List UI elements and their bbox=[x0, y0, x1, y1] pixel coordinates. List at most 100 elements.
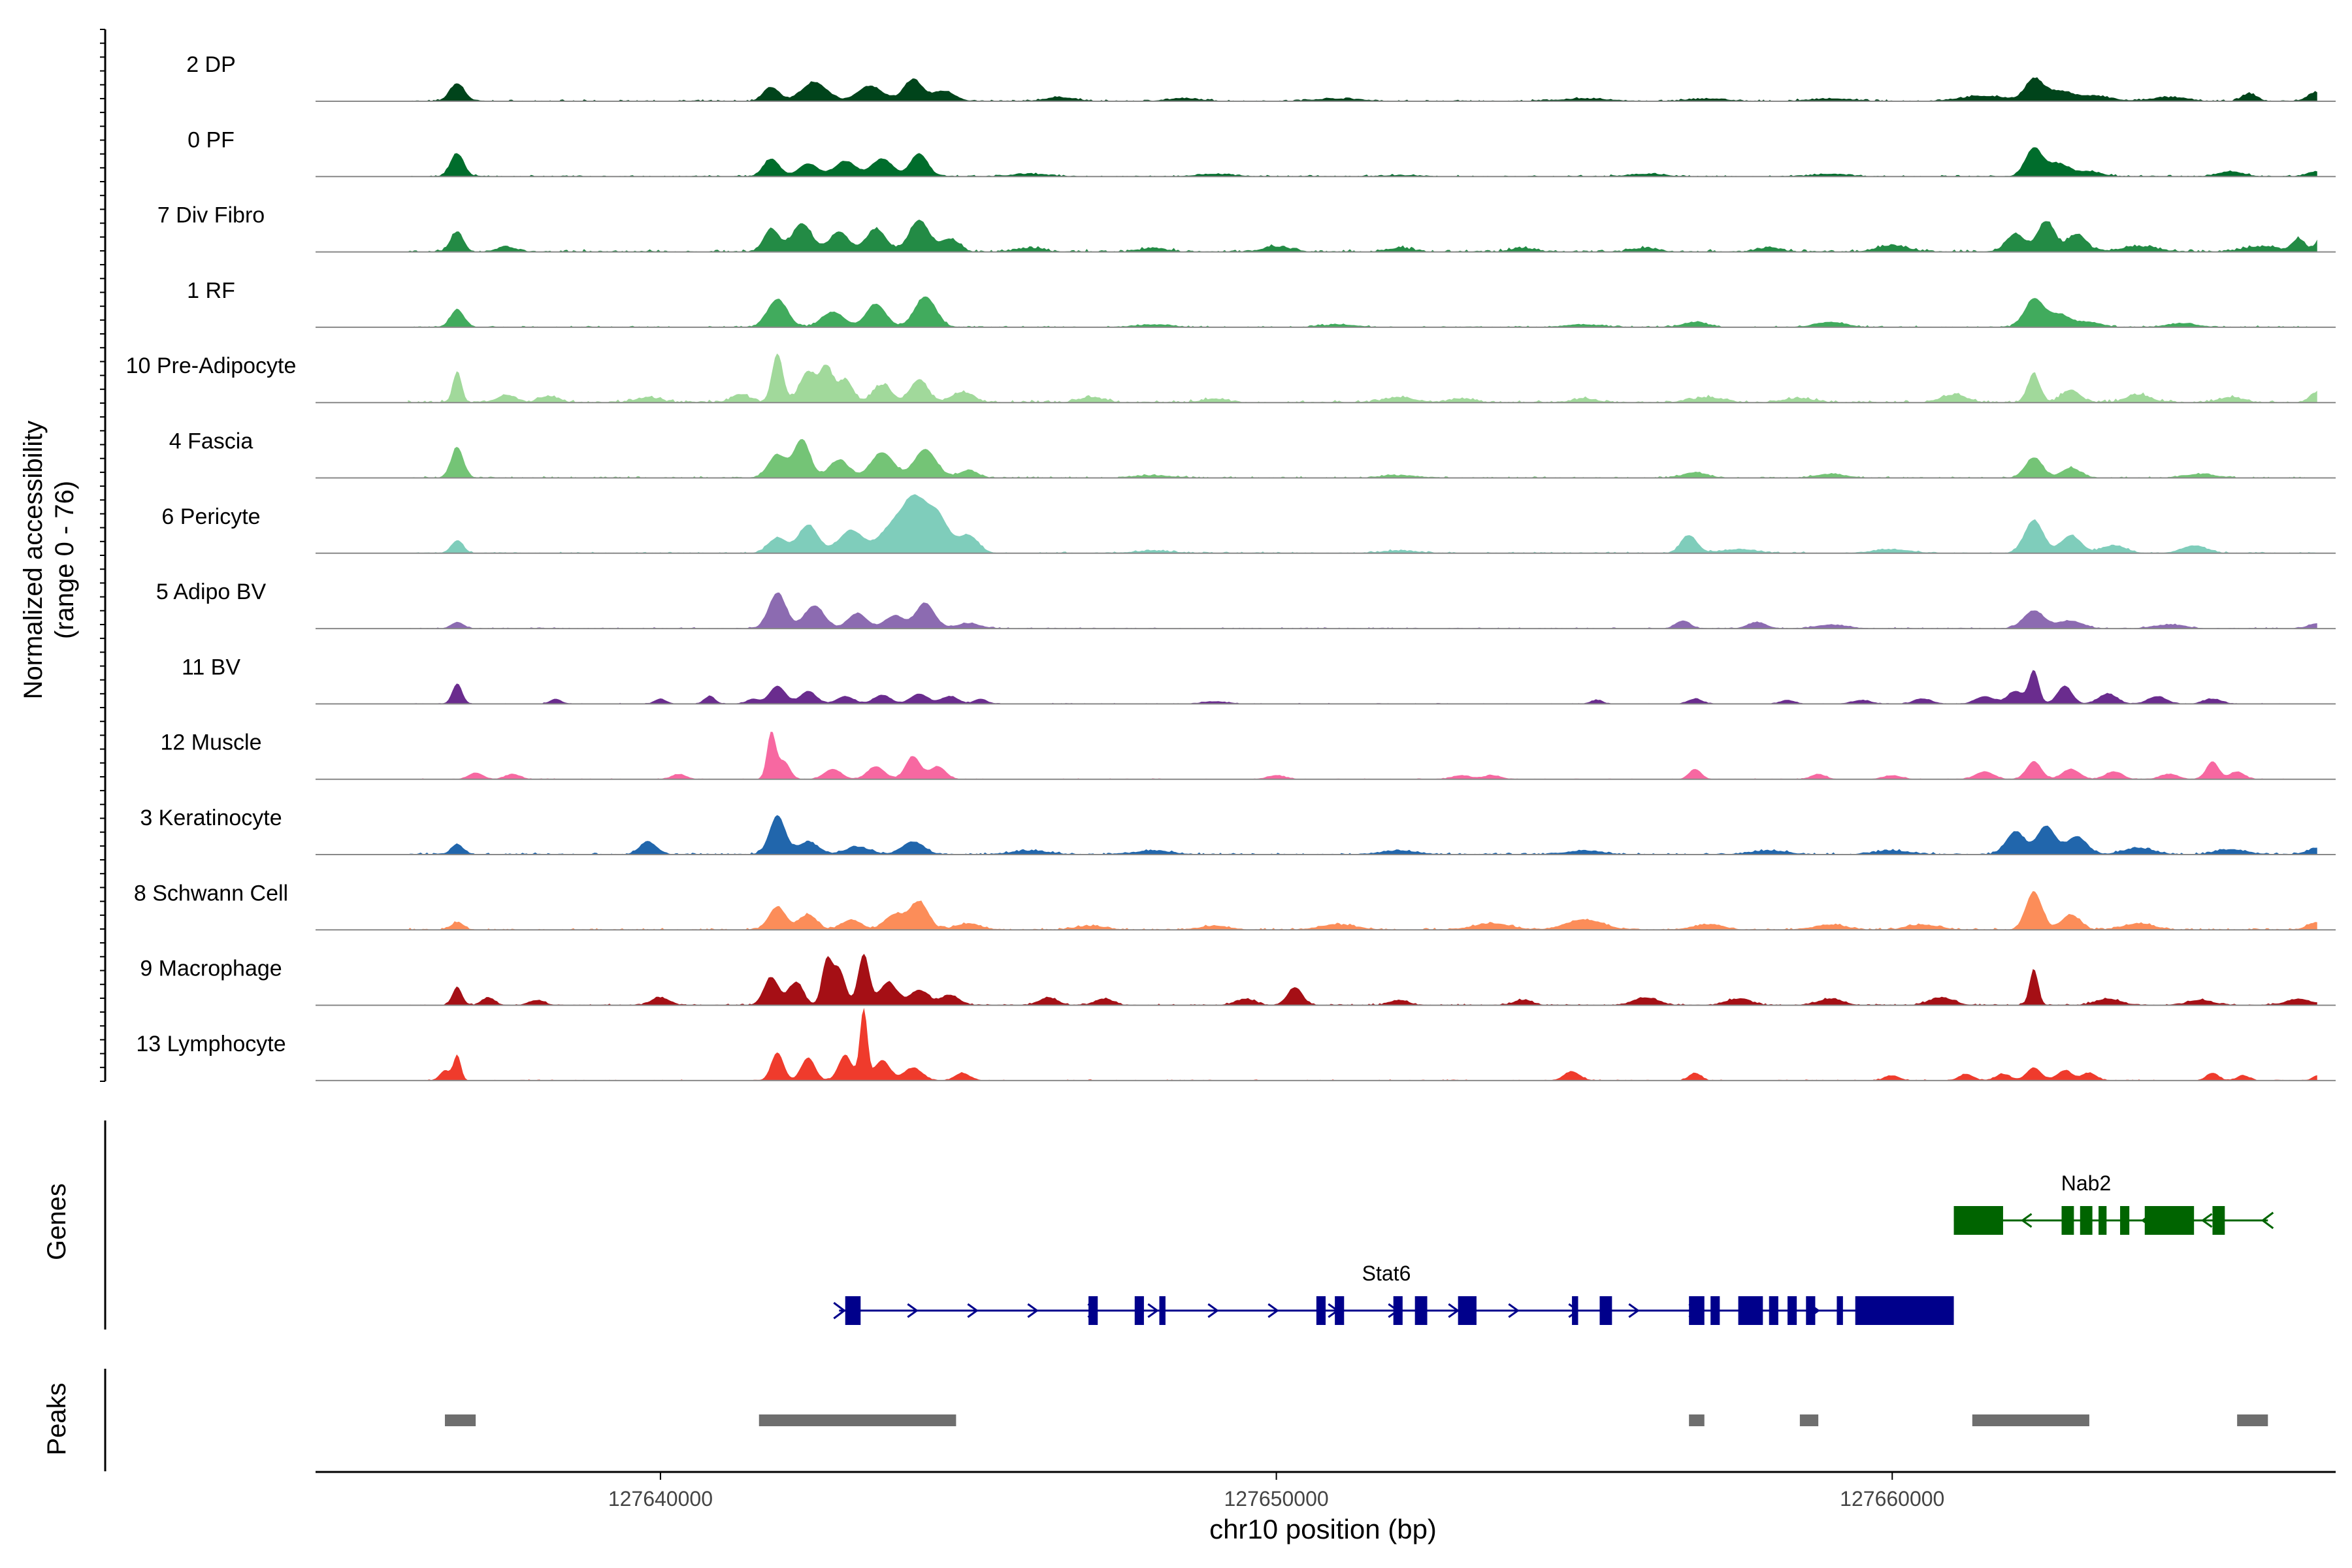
track-signal bbox=[408, 670, 2317, 704]
track-signal bbox=[408, 731, 2317, 779]
gene-name: Stat6 bbox=[1362, 1262, 1411, 1285]
track-label: 1 RF bbox=[187, 278, 235, 303]
track: 9 Macrophage bbox=[140, 953, 2336, 1006]
track-signal bbox=[408, 147, 2317, 177]
peak-region bbox=[1799, 1414, 1819, 1426]
gene-exon bbox=[1414, 1296, 1428, 1325]
gene-exon bbox=[2099, 1206, 2107, 1235]
gene-exon bbox=[2212, 1206, 2225, 1235]
track: 5 Adipo BV bbox=[156, 580, 2336, 630]
track: 2 DP bbox=[186, 52, 2336, 102]
gene-model: Nab2 bbox=[1953, 1171, 2274, 1235]
y-axis-title-line2: (range 0 - 76) bbox=[50, 481, 79, 639]
gene-exon bbox=[1837, 1296, 1843, 1325]
gene-exon bbox=[1689, 1296, 1705, 1325]
gene-exon bbox=[1769, 1296, 1778, 1325]
gene-exon bbox=[2144, 1206, 2195, 1235]
track-signal bbox=[408, 353, 2317, 403]
track-label: 10 Pre-Adipocyte bbox=[126, 353, 297, 378]
track-signal bbox=[408, 77, 2317, 101]
x-tick-label: 127650000 bbox=[1224, 1487, 1328, 1511]
track: 0 PF bbox=[188, 127, 2336, 178]
track: 7 Div Fibro bbox=[157, 203, 2336, 253]
track-signal bbox=[408, 592, 2317, 629]
track-signal bbox=[408, 494, 2317, 553]
accessibility-tracks: 2 DP 0 PF 7 Div Fibro 1 RF 10 Pre-Adipocyte 4… bbox=[126, 52, 2336, 1081]
gene-exon bbox=[1159, 1296, 1166, 1325]
gene-exon bbox=[1953, 1206, 2003, 1235]
gene-exon bbox=[1393, 1296, 1403, 1325]
strand-arrow bbox=[1267, 1303, 1279, 1318]
track-signal bbox=[408, 953, 2317, 1005]
track: 13 Lymphocyte bbox=[136, 1007, 2336, 1081]
track-signal bbox=[408, 220, 2317, 252]
strand-arrow bbox=[1027, 1303, 1039, 1318]
track: 1 RF bbox=[187, 278, 2336, 328]
track: 4 Fascia bbox=[169, 429, 2336, 479]
track-label: 13 Lymphocyte bbox=[136, 1032, 286, 1056]
peak-region bbox=[2237, 1414, 2268, 1426]
track-signal bbox=[408, 1007, 2317, 1081]
peak-region bbox=[444, 1414, 476, 1426]
strand-arrow bbox=[1628, 1303, 1640, 1318]
gene-name: Nab2 bbox=[2061, 1171, 2112, 1195]
strand-arrow bbox=[833, 1301, 846, 1320]
strand-arrow bbox=[1508, 1303, 1520, 1318]
strand-arrow bbox=[2261, 1211, 2274, 1230]
gene-exon bbox=[2080, 1206, 2093, 1235]
peaks-panel-label: Peaks bbox=[42, 1382, 71, 1455]
track-label: 6 Pericyte bbox=[161, 504, 260, 529]
track-label: 0 PF bbox=[188, 127, 235, 152]
gene-exon bbox=[1335, 1296, 1345, 1325]
track-signal bbox=[408, 815, 2317, 855]
track: 12 Muscle bbox=[161, 730, 2336, 780]
gene-exon bbox=[1599, 1296, 1612, 1325]
track-signal bbox=[408, 890, 2317, 930]
gene-exon bbox=[2120, 1206, 2130, 1235]
strand-arrow bbox=[2200, 1213, 2213, 1228]
gene-exon bbox=[1788, 1296, 1797, 1325]
gene-exon bbox=[1088, 1296, 1098, 1325]
track-label: 4 Fascia bbox=[169, 429, 253, 454]
track: 8 Schwann Cell bbox=[134, 881, 2336, 931]
track: 11 BV bbox=[182, 655, 2336, 705]
strand-arrow bbox=[2020, 1213, 2033, 1228]
track-label: 8 Schwann Cell bbox=[134, 881, 288, 906]
x-tick-label: 127640000 bbox=[608, 1487, 713, 1511]
strand-arrow bbox=[967, 1303, 979, 1318]
gene-exon bbox=[1458, 1296, 1477, 1325]
peak-region bbox=[1689, 1414, 1705, 1426]
gene-exon bbox=[1316, 1296, 1326, 1325]
track-signal bbox=[408, 296, 2317, 327]
track: 6 Pericyte bbox=[161, 494, 2336, 554]
track-label: 9 Macrophage bbox=[140, 956, 282, 981]
x-axis-title: chr10 position (bp) bbox=[1209, 1514, 1437, 1544]
gene-model: Stat6 bbox=[833, 1262, 1954, 1325]
track-label: 7 Div Fibro bbox=[157, 203, 265, 228]
gene-exon bbox=[1710, 1296, 1720, 1325]
track-label: 5 Adipo BV bbox=[156, 580, 267, 604]
gene-exon bbox=[2061, 1206, 2074, 1235]
strand-arrow bbox=[1448, 1303, 1460, 1318]
gene-exon bbox=[1806, 1296, 1816, 1325]
gene-annotations: Nab2 Stat6 bbox=[833, 1171, 2274, 1325]
track-signal bbox=[408, 439, 2317, 478]
y-axis-title-line1: Normalized accessibility bbox=[19, 421, 48, 700]
axes: 127640000 127650000 127660000 bbox=[100, 29, 2336, 1511]
gene-exon bbox=[845, 1296, 861, 1325]
track-label: 11 BV bbox=[182, 655, 240, 679]
gene-exon bbox=[1572, 1296, 1578, 1325]
track: 3 Keratinocyte bbox=[140, 806, 2336, 855]
x-tick-label: 127660000 bbox=[1840, 1487, 1944, 1511]
track-label: 3 Keratinocyte bbox=[140, 806, 282, 830]
gene-exon bbox=[1738, 1296, 1763, 1325]
track-label: 2 DP bbox=[186, 52, 236, 77]
strand-arrow bbox=[907, 1303, 919, 1318]
gene-exon bbox=[1134, 1296, 1144, 1325]
track: 10 Pre-Adipocyte bbox=[126, 353, 2336, 404]
peak-region bbox=[1972, 1414, 2089, 1426]
strand-arrow bbox=[1207, 1303, 1219, 1318]
strand-arrow bbox=[1147, 1303, 1159, 1318]
peak-region bbox=[759, 1414, 956, 1426]
